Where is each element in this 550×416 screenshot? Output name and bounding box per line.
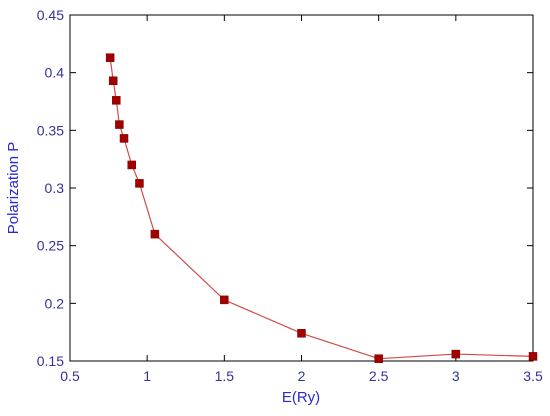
data-point xyxy=(108,76,118,85)
x-tick-label: 1.5 xyxy=(215,368,235,384)
data-point xyxy=(150,229,160,239)
series-line xyxy=(109,57,534,360)
data-point xyxy=(297,329,306,338)
y-tick-label: 0.15 xyxy=(37,353,64,369)
data-point xyxy=(127,160,136,170)
y-tick-label: 0.2 xyxy=(45,295,65,311)
y-tick-label: 0.45 xyxy=(37,7,64,23)
y-tick-label: 0.3 xyxy=(45,180,65,196)
plot-frame xyxy=(69,14,534,362)
data-point xyxy=(451,349,461,359)
y-tick-label: 0.25 xyxy=(37,238,64,254)
x-axis-label: E(Ry) xyxy=(282,389,320,406)
data-point xyxy=(119,134,129,143)
data-point xyxy=(135,179,144,188)
y-tick-label: 0.4 xyxy=(45,65,65,81)
x-tick-label: 2.5 xyxy=(369,368,389,384)
y-axis-ticks: 0.15 0.2 0.25 0.3 0.35 0.4 0.45 xyxy=(37,7,533,369)
y-axis-label: Polarization P xyxy=(5,142,22,235)
data-point xyxy=(220,295,229,305)
data-point xyxy=(105,53,115,62)
x-tick-label: 0.5 xyxy=(60,368,80,384)
data-point xyxy=(528,352,538,361)
data-point xyxy=(374,354,383,363)
x-tick-label: 3.5 xyxy=(523,368,543,384)
x-tick-label: 1 xyxy=(143,368,151,384)
x-axis-ticks: 0.5 1 1.5 2 2.5 3 3.5 xyxy=(60,15,543,384)
data-series xyxy=(105,53,538,363)
x-tick-label: 3 xyxy=(452,368,460,384)
x-tick-label: 2 xyxy=(298,368,306,384)
data-point xyxy=(115,120,124,129)
y-tick-label: 0.35 xyxy=(37,122,64,138)
data-point xyxy=(112,96,121,105)
